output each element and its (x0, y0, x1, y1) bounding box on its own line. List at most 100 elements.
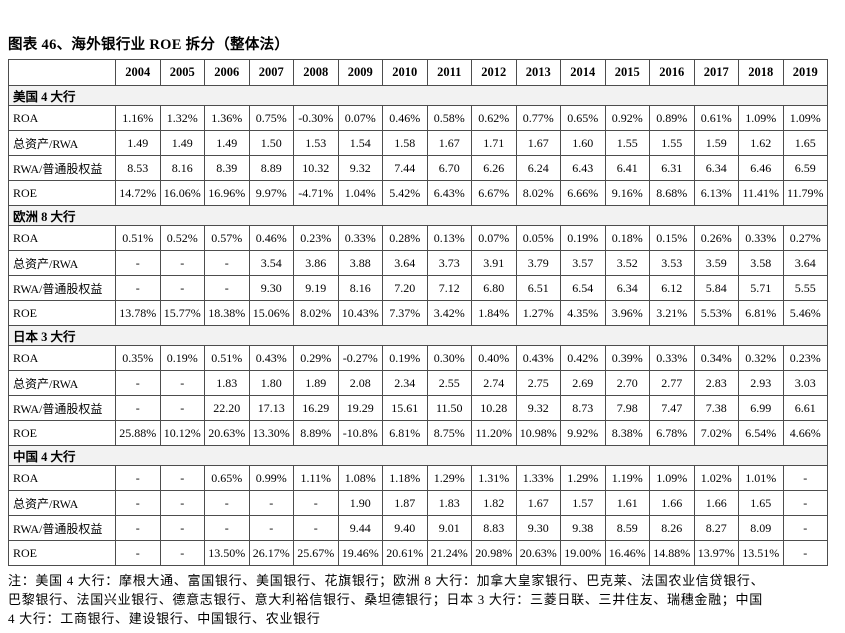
cell-value: -10.8% (337, 420, 383, 446)
cell-value: 3.58 (738, 250, 784, 276)
cell-value: 1.83 (426, 490, 472, 516)
cell-value: 1.71 (471, 130, 517, 156)
cell-value: 0.07% (337, 105, 383, 131)
cell-value: 7.37% (382, 300, 428, 326)
cell-value: 0.05% (515, 225, 561, 251)
row-label: RWA/普通股权益 (8, 515, 116, 541)
cell-value: 11.79% (782, 180, 828, 206)
cell-value: 10.12% (159, 420, 205, 446)
cell-value: 11.20% (471, 420, 517, 446)
cell-value: 3.42% (426, 300, 472, 326)
cell-value: 8.89 (248, 155, 294, 181)
cell-value: - (782, 465, 828, 491)
cell-value: 0.42% (560, 345, 606, 371)
cell-value: 1.53 (293, 130, 339, 156)
cell-value: 6.41 (604, 155, 650, 181)
row-label: 总资产/RWA (8, 370, 116, 396)
section-header-label: 美国 4 大行 (8, 85, 828, 106)
cell-value: -0.30% (293, 105, 339, 131)
row-label: 总资产/RWA (8, 130, 116, 156)
cell-value: 1.62 (738, 130, 784, 156)
cell-value: 3.59 (693, 250, 739, 276)
cell-value: - (782, 540, 828, 566)
cell-value: 2.34 (382, 370, 428, 396)
cell-value: 1.89 (293, 370, 339, 396)
cell-value: 2.70 (604, 370, 650, 396)
cell-value: 2.74 (471, 370, 517, 396)
cell-value: 21.24% (426, 540, 472, 566)
cell-value: 6.43 (560, 155, 606, 181)
cell-value: 8.89% (293, 420, 339, 446)
cell-value: 1.82 (471, 490, 517, 516)
year-header: 2019 (782, 59, 828, 86)
cell-value: 16.29 (293, 395, 339, 421)
cell-value: 4.66% (782, 420, 828, 446)
cell-value: 1.11% (293, 465, 339, 491)
cell-value: - (159, 465, 205, 491)
cell-value: 0.77% (515, 105, 561, 131)
cell-value: 1.61 (604, 490, 650, 516)
cell-value: 9.30 (248, 275, 294, 301)
cell-value: 1.58 (382, 130, 428, 156)
cell-value: 6.26 (471, 155, 517, 181)
cell-value: - (293, 515, 339, 541)
cell-value: 20.63% (204, 420, 250, 446)
cell-value: 16.96% (204, 180, 250, 206)
cell-value: 1.84% (471, 300, 517, 326)
cell-value: 1.49 (159, 130, 205, 156)
row-label: 总资产/RWA (8, 490, 116, 516)
cell-value: 19.29 (337, 395, 383, 421)
cell-value: 6.66% (560, 180, 606, 206)
cell-value: 10.43% (337, 300, 383, 326)
cell-value: 0.65% (560, 105, 606, 131)
cell-value: 1.87 (382, 490, 428, 516)
row-label: ROA (8, 225, 116, 251)
cell-value: 3.91 (471, 250, 517, 276)
cell-value: - (159, 370, 205, 396)
cell-value: 13.97% (693, 540, 739, 566)
cell-value: 1.67 (426, 130, 472, 156)
cell-value: 1.80 (248, 370, 294, 396)
data-row: 总资产/RWA - -1.83 1.80 1.89 2.08 2.34 2.55 2.74 2.7… (8, 370, 828, 396)
cell-value: 19.46% (337, 540, 383, 566)
cell-value: 0.46% (248, 225, 294, 251)
cell-value: 2.77 (649, 370, 695, 396)
cell-value: - (293, 490, 339, 516)
year-header: 2011 (426, 59, 472, 86)
cell-value: 15.61 (382, 395, 428, 421)
cell-value: 0.89% (649, 105, 695, 131)
cell-value: 8.02% (515, 180, 561, 206)
cell-value: 7.98 (604, 395, 650, 421)
cell-value: 5.55 (782, 275, 828, 301)
year-header: 2009 (337, 59, 383, 86)
data-row: ROE 14.72% 16.06% 16.96% 9.97% -4.71% 1.04% 5.4… (8, 180, 828, 206)
cell-value: 1.08% (337, 465, 383, 491)
cell-value: 3.21% (649, 300, 695, 326)
corner-cell (8, 59, 116, 86)
cell-value: 6.24 (515, 155, 561, 181)
cell-value: 6.80 (471, 275, 517, 301)
cell-value: - (204, 275, 250, 301)
roe-table-body: 2004 2005 2006 2007 2008 2009 2010 2011 2012 2013… (8, 59, 828, 566)
cell-value: 15.77% (159, 300, 205, 326)
cell-value: 1.65 (782, 130, 828, 156)
cell-value: 1.49 (204, 130, 250, 156)
cell-value: 8.16 (337, 275, 383, 301)
figure-title: 图表 46、海外银行业 ROE 拆分（整体法） (8, 37, 290, 53)
cell-value: 0.29% (293, 345, 339, 371)
cell-value: 0.15% (649, 225, 695, 251)
cell-value: 8.16 (159, 155, 205, 181)
cell-value: 2.93 (738, 370, 784, 396)
cell-value: 15.06% (248, 300, 294, 326)
cell-value: 0.35% (115, 345, 161, 371)
cell-value: 8.02% (293, 300, 339, 326)
year-header: 2018 (738, 59, 784, 86)
cell-value: 1.09% (738, 105, 784, 131)
year-header: 2017 (693, 59, 739, 86)
cell-value: 1.09% (649, 465, 695, 491)
cell-value: - (204, 515, 250, 541)
cell-value: 6.81% (382, 420, 428, 446)
cell-value: 9.32 (337, 155, 383, 181)
cell-value: 2.69 (560, 370, 606, 396)
cell-value: 3.57 (560, 250, 606, 276)
